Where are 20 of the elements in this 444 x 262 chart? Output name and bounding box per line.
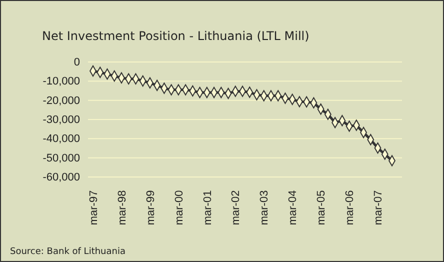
x-tick-label: mar-97 — [88, 190, 100, 226]
y-tick-label: -60,000 — [42, 172, 80, 184]
y-tick-label: -10,000 — [42, 76, 80, 88]
x-tick-label: mar-04 — [287, 190, 300, 226]
y-tick-label: -30,000 — [42, 114, 80, 126]
x-tick-label: mar-06 — [344, 190, 356, 226]
x-tick-label: mar-98 — [116, 190, 128, 226]
x-tick-label: mar-02 — [230, 190, 242, 226]
x-tick-label: mar-99 — [144, 190, 157, 226]
y-tick-label: -20,000 — [42, 94, 80, 107]
x-tick-label: mar-07 — [372, 190, 385, 226]
y-tick-label: -40,000 — [42, 133, 80, 146]
chart-title: Net Investment Position - Lithuania (LTL Mill) — [42, 29, 310, 43]
y-tick-label: -50,000 — [42, 152, 80, 164]
x-tick-label: mar-05 — [316, 190, 328, 226]
x-tick-label: mar-01 — [202, 190, 214, 226]
x-tick-label: mar-03 — [258, 190, 271, 226]
y-tick-label: 0 — [74, 56, 80, 69]
x-tick-label: mar-00 — [173, 190, 186, 226]
source-note: Source: Bank of Lithuania — [10, 247, 126, 257]
